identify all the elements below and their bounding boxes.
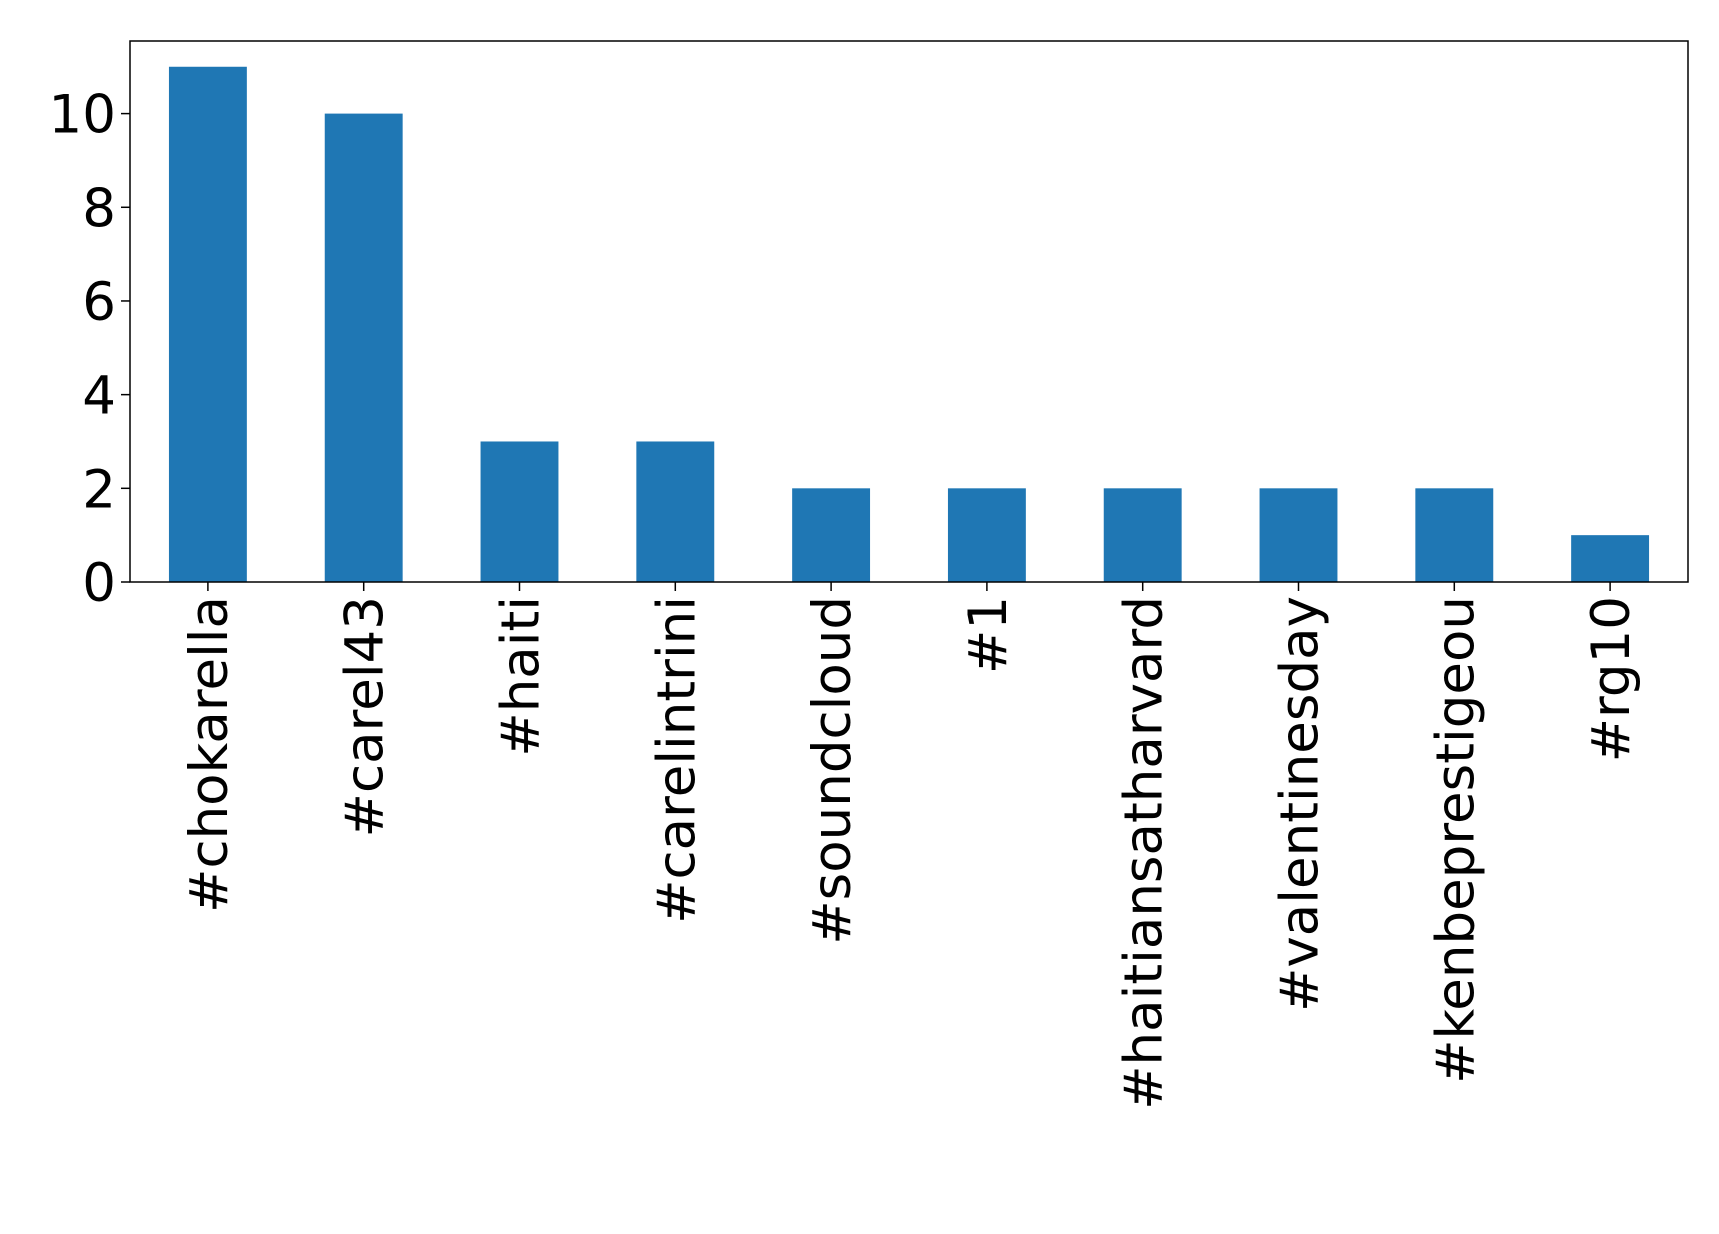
axes-frame: [129, 40, 1689, 583]
x-tick-label: #soundcloud: [802, 596, 863, 945]
bar: [324, 113, 403, 582]
bar: [792, 488, 871, 582]
y-tick-label: 10: [49, 85, 116, 146]
x-tick-label: #carel43: [335, 596, 396, 837]
bar: [480, 441, 559, 582]
y-tick-label: 2: [82, 459, 116, 520]
x-tick-label: #haitiansatharvard: [1114, 596, 1175, 1110]
y-tick-label: 6: [82, 272, 116, 333]
x-tick-label: #chokarella: [179, 596, 240, 913]
bar: [1259, 488, 1338, 582]
y-tick-label: 0: [82, 553, 116, 614]
x-tick-label: #1: [958, 596, 1019, 674]
x-tick-label: #valentinesday: [1270, 596, 1331, 1012]
bar: [947, 488, 1026, 582]
bar: [1571, 535, 1650, 582]
bar: [168, 66, 247, 582]
bar: [636, 441, 715, 582]
y-tick-label: 4: [82, 366, 116, 427]
x-tick-label: #rg10: [1581, 596, 1642, 762]
x-tick-label: #carelintrini: [646, 596, 707, 924]
bar: [1415, 488, 1494, 582]
bar: [1103, 488, 1182, 582]
y-tick-label: 8: [82, 178, 116, 239]
x-tick-label: #haiti: [491, 596, 552, 757]
x-tick-label: #kenbeprestigeou: [1425, 596, 1486, 1084]
